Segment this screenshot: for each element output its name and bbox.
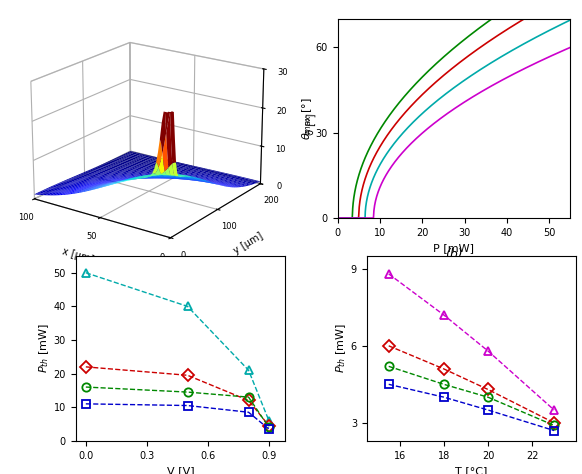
Y-axis label: $P_{th}$ [mW]: $P_{th}$ [mW] (334, 323, 348, 374)
X-axis label: x [μm]: x [μm] (61, 246, 95, 265)
Y-axis label: $P_{th}$ [mW]: $P_{th}$ [mW] (37, 323, 51, 374)
X-axis label: P [mW]: P [mW] (434, 243, 474, 253)
Text: (a): (a) (137, 268, 154, 281)
X-axis label: T [°C]: T [°C] (455, 466, 488, 474)
X-axis label: V [V]: V [V] (166, 466, 194, 474)
Text: (b): (b) (445, 248, 463, 261)
Y-axis label: y [μm]: y [μm] (232, 231, 265, 256)
Y-axis label: $\theta_{max}$ [°]: $\theta_{max}$ [°] (300, 97, 314, 140)
